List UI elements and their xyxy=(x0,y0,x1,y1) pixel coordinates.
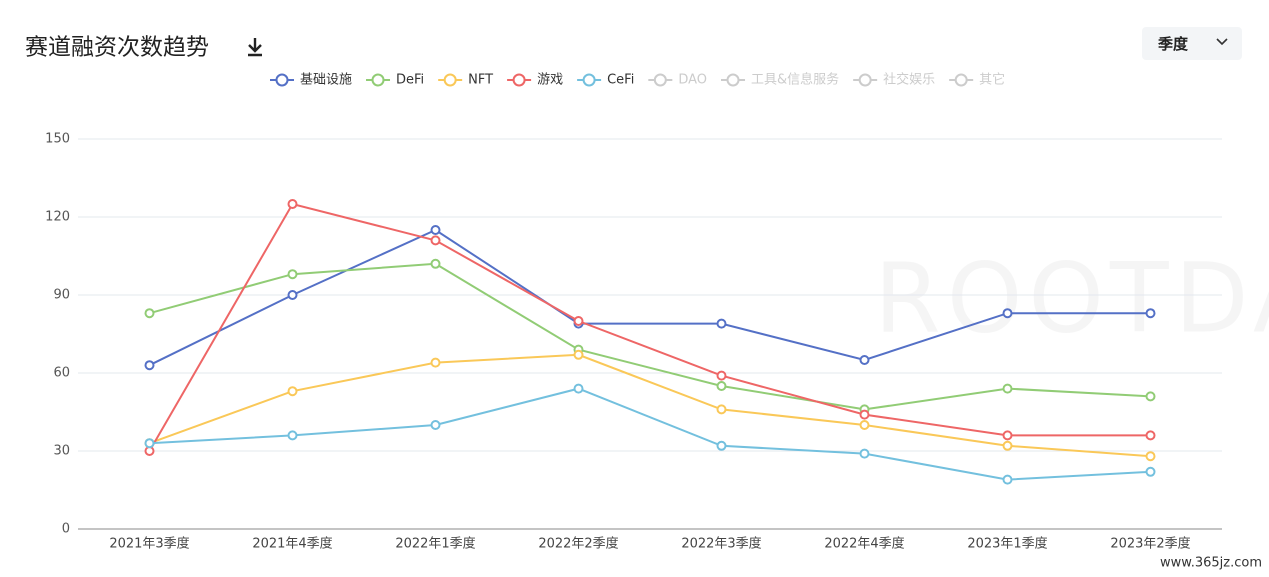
legend-marker xyxy=(443,73,457,87)
legend-label[interactable]: 工具&信息服务 xyxy=(751,72,839,88)
point xyxy=(573,349,584,360)
dropdown-label: 季度 xyxy=(1158,35,1189,53)
x-tick-label: 2021年3季度 xyxy=(109,536,189,552)
point xyxy=(1145,391,1156,402)
point xyxy=(287,386,298,397)
y-tick-label: 60 xyxy=(53,366,70,381)
legend-marker xyxy=(275,73,289,87)
point xyxy=(1002,440,1013,451)
legend-label[interactable]: NFT xyxy=(468,73,493,88)
legend-marker xyxy=(512,73,526,87)
point xyxy=(716,370,727,381)
y-tick-label: 0 xyxy=(62,522,70,537)
legend-label[interactable]: 游戏 xyxy=(537,73,563,88)
y-tick-label: 90 xyxy=(53,288,70,303)
point xyxy=(287,290,298,300)
point xyxy=(144,438,155,449)
series-line xyxy=(148,202,1151,452)
legend-marker xyxy=(954,73,968,87)
point xyxy=(430,420,441,430)
legend-marker xyxy=(726,73,740,87)
y-tick-label: 120 xyxy=(45,210,70,225)
point xyxy=(430,235,441,246)
point xyxy=(716,318,727,329)
point xyxy=(1145,451,1156,462)
x-tick-label: 2022年1季度 xyxy=(395,536,475,552)
point xyxy=(144,360,155,371)
point xyxy=(716,404,727,415)
point xyxy=(1002,383,1013,394)
point xyxy=(716,381,727,391)
point xyxy=(859,409,870,420)
point xyxy=(1145,308,1156,319)
point xyxy=(287,199,298,209)
legend-marker xyxy=(858,73,872,87)
x-tick-label: 2021年4季度 xyxy=(252,536,332,552)
legend-label[interactable]: 其它 xyxy=(979,72,1005,88)
x-tick-label: 2022年3季度 xyxy=(681,536,761,552)
point xyxy=(287,430,298,441)
y-tick-label: 30 xyxy=(53,444,70,459)
legend-marker xyxy=(582,73,596,87)
legend-label[interactable]: 基础设施 xyxy=(300,73,352,88)
series-line xyxy=(149,262,1151,411)
point xyxy=(430,225,441,235)
legend-marker xyxy=(653,73,667,87)
series-line xyxy=(149,387,1151,481)
point xyxy=(1002,430,1013,441)
legend-marker xyxy=(371,73,385,87)
chart-title: 赛道融资次数趋势 xyxy=(25,35,209,61)
legend-label[interactable]: 社交娱乐 xyxy=(883,72,935,88)
legend-label[interactable]: DeFi xyxy=(396,73,424,88)
point xyxy=(1002,474,1013,485)
chevron xyxy=(1216,38,1228,46)
x-tick-label: 2023年1季度 xyxy=(967,536,1047,552)
x-tick-label: 2023年2季度 xyxy=(1110,536,1190,552)
point xyxy=(430,357,441,368)
point xyxy=(144,308,155,319)
site-watermark: www.365jz.com xyxy=(1160,556,1262,571)
point xyxy=(859,355,870,365)
point xyxy=(573,383,584,394)
y-tick-label: 150 xyxy=(45,132,70,147)
point xyxy=(430,258,441,269)
point xyxy=(859,448,870,459)
point xyxy=(859,420,870,430)
period-dropdown[interactable]: 季度 xyxy=(1142,27,1242,60)
legend-label[interactable]: CeFi xyxy=(607,73,634,88)
x-tick-label: 2022年2季度 xyxy=(538,536,618,552)
legend-label[interactable]: DAO xyxy=(678,73,707,88)
point xyxy=(573,316,584,326)
point xyxy=(287,269,298,280)
point xyxy=(1145,466,1156,477)
point xyxy=(1002,308,1013,319)
series-line xyxy=(149,353,1151,458)
series-line xyxy=(149,228,1151,367)
download-icon[interactable] xyxy=(248,38,262,57)
x-tick-label: 2022年4季度 xyxy=(824,536,904,552)
point xyxy=(716,440,727,451)
point xyxy=(1145,430,1156,441)
